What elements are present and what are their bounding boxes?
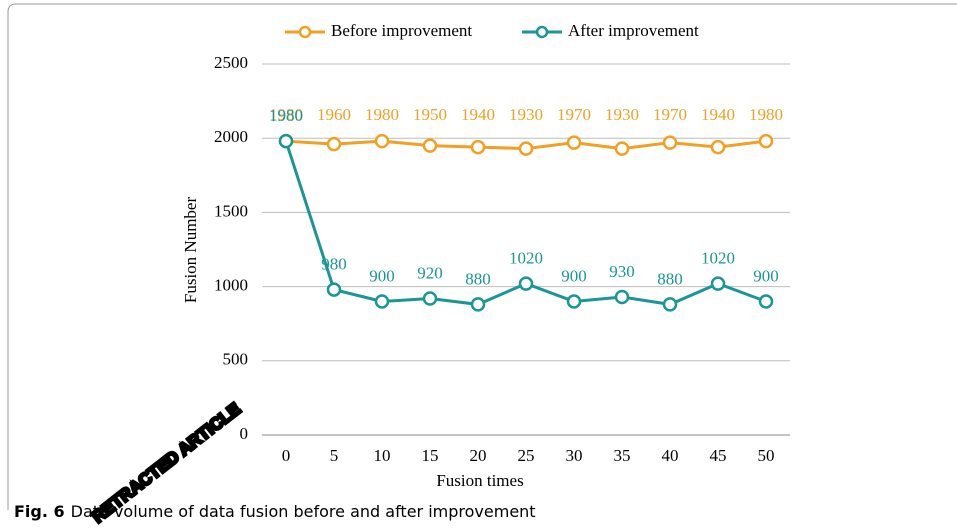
x-tick-label: 50 bbox=[758, 446, 775, 465]
data-point bbox=[758, 294, 774, 309]
caption-label: Fig. 6 bbox=[14, 502, 65, 521]
y-tick-label: 0 bbox=[240, 424, 249, 443]
data-label: 900 bbox=[753, 266, 779, 285]
data-label: 1020 bbox=[509, 249, 543, 268]
data-point bbox=[518, 276, 534, 291]
y-tick-label: 500 bbox=[223, 350, 249, 369]
data-point bbox=[614, 141, 630, 156]
figure-border bbox=[7, 3, 957, 510]
data-point bbox=[614, 289, 630, 305]
data-point bbox=[326, 282, 342, 297]
data-point bbox=[758, 133, 774, 149]
data-label: 1950 bbox=[413, 105, 447, 124]
data-point bbox=[470, 297, 486, 312]
data-label: 1940 bbox=[461, 105, 495, 124]
data-label: 1960 bbox=[317, 105, 351, 124]
data-label: 1970 bbox=[653, 105, 687, 124]
data-point bbox=[662, 135, 678, 150]
data-point bbox=[518, 141, 534, 156]
data-point bbox=[326, 136, 342, 152]
data-label: 1980 bbox=[269, 105, 303, 124]
x-tick-label: 45 bbox=[710, 446, 727, 465]
data-point bbox=[470, 139, 486, 155]
legend-marker bbox=[535, 25, 549, 39]
legend-label: Before improvement bbox=[331, 21, 472, 40]
data-point bbox=[710, 139, 726, 155]
data-label: 880 bbox=[465, 269, 491, 288]
x-tick-label: 25 bbox=[518, 446, 535, 465]
y-axis-label: Fusion Number bbox=[181, 197, 200, 304]
y-tick-label: 2500 bbox=[214, 53, 248, 72]
x-tick-label: 20 bbox=[470, 446, 487, 465]
data-point bbox=[374, 133, 390, 149]
data-label: 1980 bbox=[365, 105, 399, 124]
data-label: 900 bbox=[561, 266, 587, 285]
data-label: 1930 bbox=[605, 105, 639, 124]
data-point bbox=[374, 294, 390, 309]
data-label: 1980 bbox=[269, 106, 303, 125]
x-tick-label: 15 bbox=[422, 446, 439, 465]
data-label: 900 bbox=[369, 266, 395, 285]
data-label: 1020 bbox=[701, 249, 735, 268]
data-point bbox=[422, 138, 438, 153]
x-tick-label: 10 bbox=[374, 446, 391, 465]
data-label: 920 bbox=[417, 263, 443, 282]
data-label: 880 bbox=[657, 269, 683, 288]
data-label: 1980 bbox=[749, 105, 783, 124]
data-label: 1940 bbox=[701, 105, 735, 124]
caption-text: Data volume of data fusion before and af… bbox=[71, 502, 536, 521]
data-point bbox=[662, 297, 678, 312]
data-point bbox=[422, 291, 438, 306]
y-tick-label: 1000 bbox=[214, 276, 248, 295]
data-label: 930 bbox=[609, 262, 635, 281]
x-tick-label: 30 bbox=[566, 446, 583, 465]
x-tick-label: 5 bbox=[330, 446, 339, 465]
legend-label: After improvement bbox=[568, 21, 699, 40]
x-tick-label: 35 bbox=[614, 446, 631, 465]
data-point bbox=[278, 133, 294, 149]
data-point bbox=[566, 135, 582, 150]
data-label: 980 bbox=[321, 254, 347, 273]
data-point bbox=[566, 294, 582, 309]
y-tick-label: 1500 bbox=[214, 201, 248, 220]
x-tick-label: 0 bbox=[282, 446, 291, 465]
legend-marker bbox=[298, 25, 312, 39]
data-label: 1970 bbox=[557, 105, 591, 124]
data-label: 1930 bbox=[509, 105, 543, 124]
x-axis-label: Fusion times bbox=[436, 471, 523, 490]
caption: Fig. 6 Data volume of data fusion before … bbox=[14, 502, 536, 521]
data-point bbox=[710, 276, 726, 291]
x-tick-label: 40 bbox=[662, 446, 679, 465]
y-tick-label: 2000 bbox=[214, 127, 248, 146]
